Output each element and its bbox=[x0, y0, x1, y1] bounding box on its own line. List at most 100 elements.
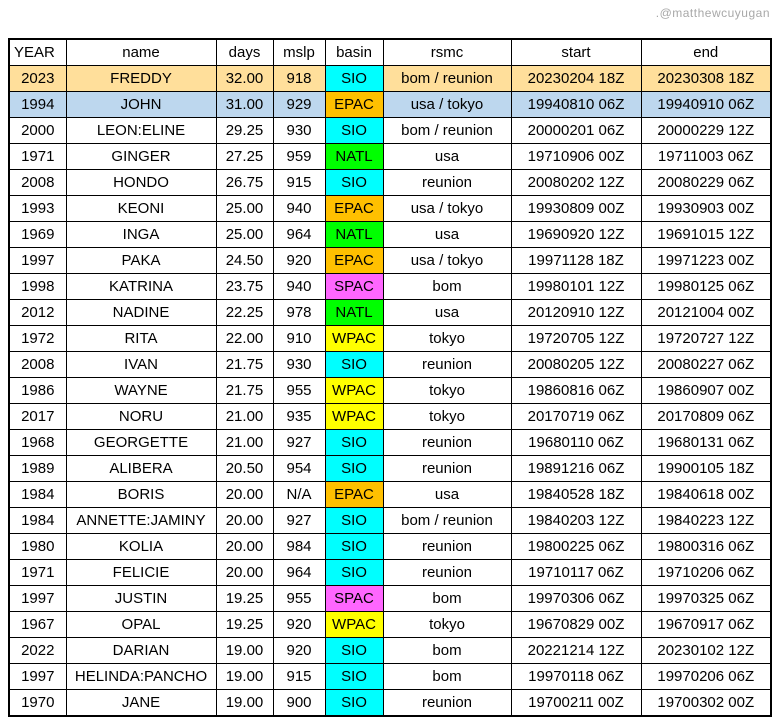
header-name: name bbox=[65, 38, 217, 66]
cell-basin: SIO bbox=[324, 559, 384, 586]
cell-mslp: 927 bbox=[272, 429, 326, 456]
cell-year: 2000 bbox=[8, 117, 67, 144]
cell-rsmc: bom / reunion bbox=[382, 65, 512, 92]
cell-days: 20.00 bbox=[215, 507, 274, 534]
cell-basin: EPAC bbox=[324, 247, 384, 274]
cell-rsmc: tokyo bbox=[382, 611, 512, 638]
cell-year: 1972 bbox=[8, 325, 67, 352]
cell-basin: SPAC bbox=[324, 585, 384, 612]
cell-days: 21.00 bbox=[215, 403, 274, 430]
cell-days: 20.00 bbox=[215, 481, 274, 508]
cell-mslp: 920 bbox=[272, 637, 326, 664]
cell-rsmc: tokyo bbox=[382, 377, 512, 404]
cell-rsmc: bom / reunion bbox=[382, 507, 512, 534]
cell-name: NADINE bbox=[65, 299, 217, 326]
cell-mslp: 978 bbox=[272, 299, 326, 326]
table-row: 2017 NORU 21.00 935 WPAC tokyo 20170719 06Z 201… bbox=[8, 403, 772, 430]
cell-mslp: 900 bbox=[272, 689, 326, 717]
header-basin: basin bbox=[324, 38, 384, 66]
cell-rsmc: usa / tokyo bbox=[382, 195, 512, 222]
cell-days: 20.50 bbox=[215, 455, 274, 482]
cell-name: GINGER bbox=[65, 143, 217, 170]
cell-start: 19680110 06Z bbox=[510, 429, 642, 456]
table-row: 1993 KEONI 25.00 940 EPAC usa / tokyo 19930809… bbox=[8, 195, 772, 222]
cell-year: 1971 bbox=[8, 559, 67, 586]
cell-year: 1997 bbox=[8, 247, 67, 274]
cell-end: 19680131 06Z bbox=[640, 429, 772, 456]
cell-mslp: 927 bbox=[272, 507, 326, 534]
cell-end: 19720727 12Z bbox=[640, 325, 772, 352]
cell-end: 20080229 06Z bbox=[640, 169, 772, 196]
table-row: 1970 JANE 19.00 900 SIO reunion 19700211 00Z 19… bbox=[8, 689, 772, 717]
table-row: 1997 HELINDA:PANCHO 19.00 915 SIO bom 19970118… bbox=[8, 663, 772, 690]
cell-end: 19970206 06Z bbox=[640, 663, 772, 690]
cell-basin: SIO bbox=[324, 169, 384, 196]
cell-year: 2008 bbox=[8, 169, 67, 196]
cell-year: 2008 bbox=[8, 351, 67, 378]
cell-days: 20.00 bbox=[215, 533, 274, 560]
cell-basin: SIO bbox=[324, 117, 384, 144]
cell-start: 19710906 00Z bbox=[510, 143, 642, 170]
table-row: 2008 IVAN 21.75 930 SIO reunion 20080205 12Z 20… bbox=[8, 351, 772, 378]
cell-start: 20080205 12Z bbox=[510, 351, 642, 378]
cell-days: 21.75 bbox=[215, 377, 274, 404]
cell-year: 1969 bbox=[8, 221, 67, 248]
cell-mslp: 915 bbox=[272, 663, 326, 690]
cell-rsmc: tokyo bbox=[382, 403, 512, 430]
cell-year: 1994 bbox=[8, 91, 67, 118]
cell-basin: SIO bbox=[324, 429, 384, 456]
cell-rsmc: bom bbox=[382, 637, 512, 664]
cell-rsmc: reunion bbox=[382, 169, 512, 196]
table-row: 2008 HONDO 26.75 915 SIO reunion 20080202 12Z 2… bbox=[8, 169, 772, 196]
cell-name: ANNETTE:JAMINY bbox=[65, 507, 217, 534]
cell-name: INGA bbox=[65, 221, 217, 248]
cell-mslp: 955 bbox=[272, 585, 326, 612]
cell-days: 32.00 bbox=[215, 65, 274, 92]
cell-end: 19940910 06Z bbox=[640, 91, 772, 118]
cell-mslp: 910 bbox=[272, 325, 326, 352]
cell-mslp: 940 bbox=[272, 273, 326, 300]
cell-end: 19930903 00Z bbox=[640, 195, 772, 222]
cell-rsmc: bom bbox=[382, 663, 512, 690]
cell-name: FREDDY bbox=[65, 65, 217, 92]
cell-end: 19710206 06Z bbox=[640, 559, 772, 586]
cell-name: JOHN bbox=[65, 91, 217, 118]
table-row: 1984 ANNETTE:JAMINY 20.00 927 SIO bom / reuni… bbox=[8, 507, 772, 534]
cell-end: 20000229 12Z bbox=[640, 117, 772, 144]
table-row: 1968 GEORGETTE 21.00 927 SIO reunion 19680110 … bbox=[8, 429, 772, 456]
cell-mslp: 935 bbox=[272, 403, 326, 430]
cell-days: 21.00 bbox=[215, 429, 274, 456]
cell-basin: SIO bbox=[324, 351, 384, 378]
cell-basin: SIO bbox=[324, 65, 384, 92]
cell-name: JANE bbox=[65, 689, 217, 717]
cell-days: 19.00 bbox=[215, 689, 274, 717]
cell-start: 19970118 06Z bbox=[510, 663, 642, 690]
cell-rsmc: reunion bbox=[382, 559, 512, 586]
cell-year: 1984 bbox=[8, 507, 67, 534]
cell-start: 20080202 12Z bbox=[510, 169, 642, 196]
cell-year: 1970 bbox=[8, 689, 67, 717]
cell-days: 25.00 bbox=[215, 195, 274, 222]
cell-mslp: 984 bbox=[272, 533, 326, 560]
cell-year: 1998 bbox=[8, 273, 67, 300]
cell-end: 20230102 12Z bbox=[640, 637, 772, 664]
cell-days: 19.25 bbox=[215, 611, 274, 638]
header-start: start bbox=[510, 38, 642, 66]
cell-end: 19711003 06Z bbox=[640, 143, 772, 170]
cell-basin: WPAC bbox=[324, 611, 384, 638]
cell-name: RITA bbox=[65, 325, 217, 352]
cell-start: 19980101 12Z bbox=[510, 273, 642, 300]
cell-start: 19840203 12Z bbox=[510, 507, 642, 534]
header-rsmc: rsmc bbox=[382, 38, 512, 66]
cell-start: 20000201 06Z bbox=[510, 117, 642, 144]
cell-end: 20080227 06Z bbox=[640, 351, 772, 378]
cell-name: BORIS bbox=[65, 481, 217, 508]
cell-name: DARIAN bbox=[65, 637, 217, 664]
cell-rsmc: usa bbox=[382, 221, 512, 248]
cell-rsmc: usa bbox=[382, 299, 512, 326]
cell-basin: WPAC bbox=[324, 325, 384, 352]
cell-mslp: 940 bbox=[272, 195, 326, 222]
watermark-credit: .@matthewcuyugan bbox=[655, 6, 770, 20]
cell-start: 19970306 06Z bbox=[510, 585, 642, 612]
cell-rsmc: bom bbox=[382, 585, 512, 612]
